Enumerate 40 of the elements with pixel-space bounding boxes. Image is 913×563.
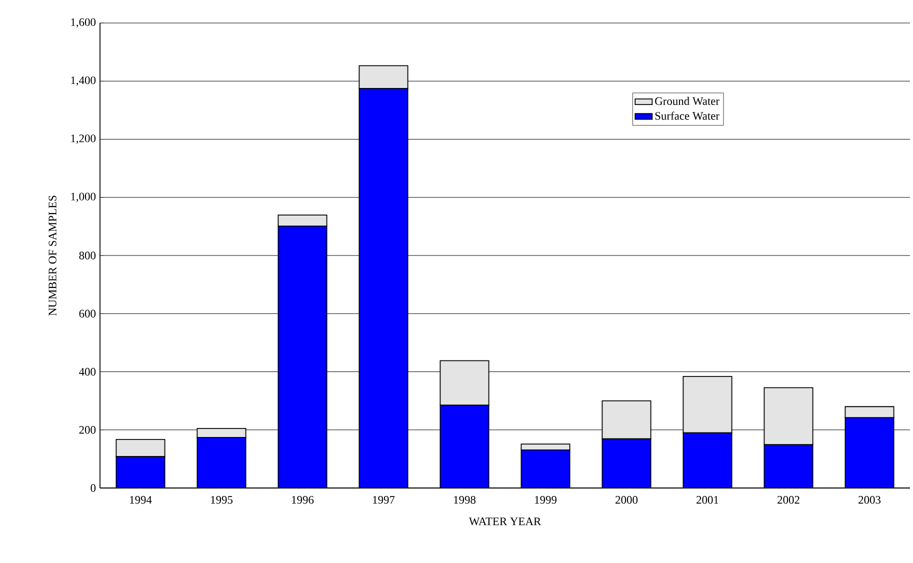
bar xyxy=(683,432,732,488)
y-tick-label: 1,000 xyxy=(71,192,96,202)
x-tick-label: 1995 xyxy=(211,496,233,504)
bar xyxy=(359,88,408,488)
y-tick-label: 1,600 xyxy=(71,18,96,28)
bar xyxy=(440,405,489,488)
x-tick-label: 1999 xyxy=(535,496,556,504)
bar xyxy=(844,417,894,488)
bar xyxy=(521,450,570,488)
x-tick-label: 2000 xyxy=(616,496,638,504)
bar xyxy=(602,438,651,488)
bar xyxy=(278,214,328,227)
x-tick-label: 2003 xyxy=(858,496,881,504)
y-tick-label: 800 xyxy=(79,252,96,260)
bar xyxy=(196,428,246,438)
x-tick-label: 1994 xyxy=(130,496,152,504)
bar xyxy=(440,360,490,406)
bar xyxy=(520,444,570,450)
bar xyxy=(116,456,165,488)
bar xyxy=(764,444,813,488)
x-tick-label: 1997 xyxy=(373,496,395,504)
y-tick-label: 1,400 xyxy=(71,76,96,86)
legend-label: Surface Water xyxy=(655,112,720,120)
bar xyxy=(764,387,814,446)
x-tick-label: 2001 xyxy=(696,496,718,504)
y-tick-label: 1,200 xyxy=(71,134,96,144)
y-tick-label: 0 xyxy=(90,484,96,492)
y-tick-label: 400 xyxy=(79,368,96,376)
y-axis-title: NUMBER OF SAMPLES xyxy=(48,196,56,316)
x-tick-label: 1998 xyxy=(454,496,476,504)
x-tick-label: 2002 xyxy=(778,496,800,504)
x-axis-title: WATER YEAR xyxy=(468,518,542,526)
y-tick-label: 600 xyxy=(79,310,96,318)
bar xyxy=(278,226,327,488)
legend-label: Ground Water xyxy=(655,96,720,106)
bar xyxy=(197,437,246,488)
x-tick-label: 1996 xyxy=(292,496,314,504)
bar xyxy=(682,376,732,434)
bar xyxy=(602,400,652,440)
y-tick-label: 200 xyxy=(79,426,96,434)
